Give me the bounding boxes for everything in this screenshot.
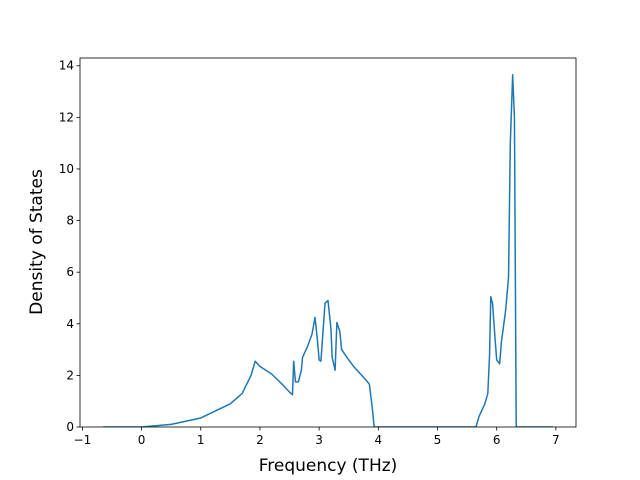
x-tick-label: 3 (315, 433, 323, 447)
y-tick-label: 6 (66, 265, 74, 279)
x-tick-label: 7 (552, 433, 560, 447)
y-tick-label: 8 (66, 214, 74, 228)
y-tick-label: 12 (59, 110, 74, 124)
x-tick-label: 6 (493, 433, 501, 447)
x-tick-label: −1 (74, 433, 92, 447)
x-tick-label: 1 (197, 433, 205, 447)
y-tick-label: 2 (66, 368, 74, 382)
y-tick-label: 0 (66, 420, 74, 434)
x-tick-label: 2 (256, 433, 264, 447)
y-tick-label: 4 (66, 317, 74, 331)
line-series (103, 74, 553, 427)
y-axis-label: Density of States (27, 169, 47, 315)
x-tick-label: 5 (434, 433, 442, 447)
plot-frame (79, 57, 577, 428)
x-axis-label: Frequency (THz) (259, 456, 398, 476)
x-tick-label: 0 (138, 433, 146, 447)
y-tick-label: 14 (59, 59, 74, 73)
y-tick-label: 10 (59, 162, 74, 176)
x-tick-label: 4 (374, 433, 382, 447)
